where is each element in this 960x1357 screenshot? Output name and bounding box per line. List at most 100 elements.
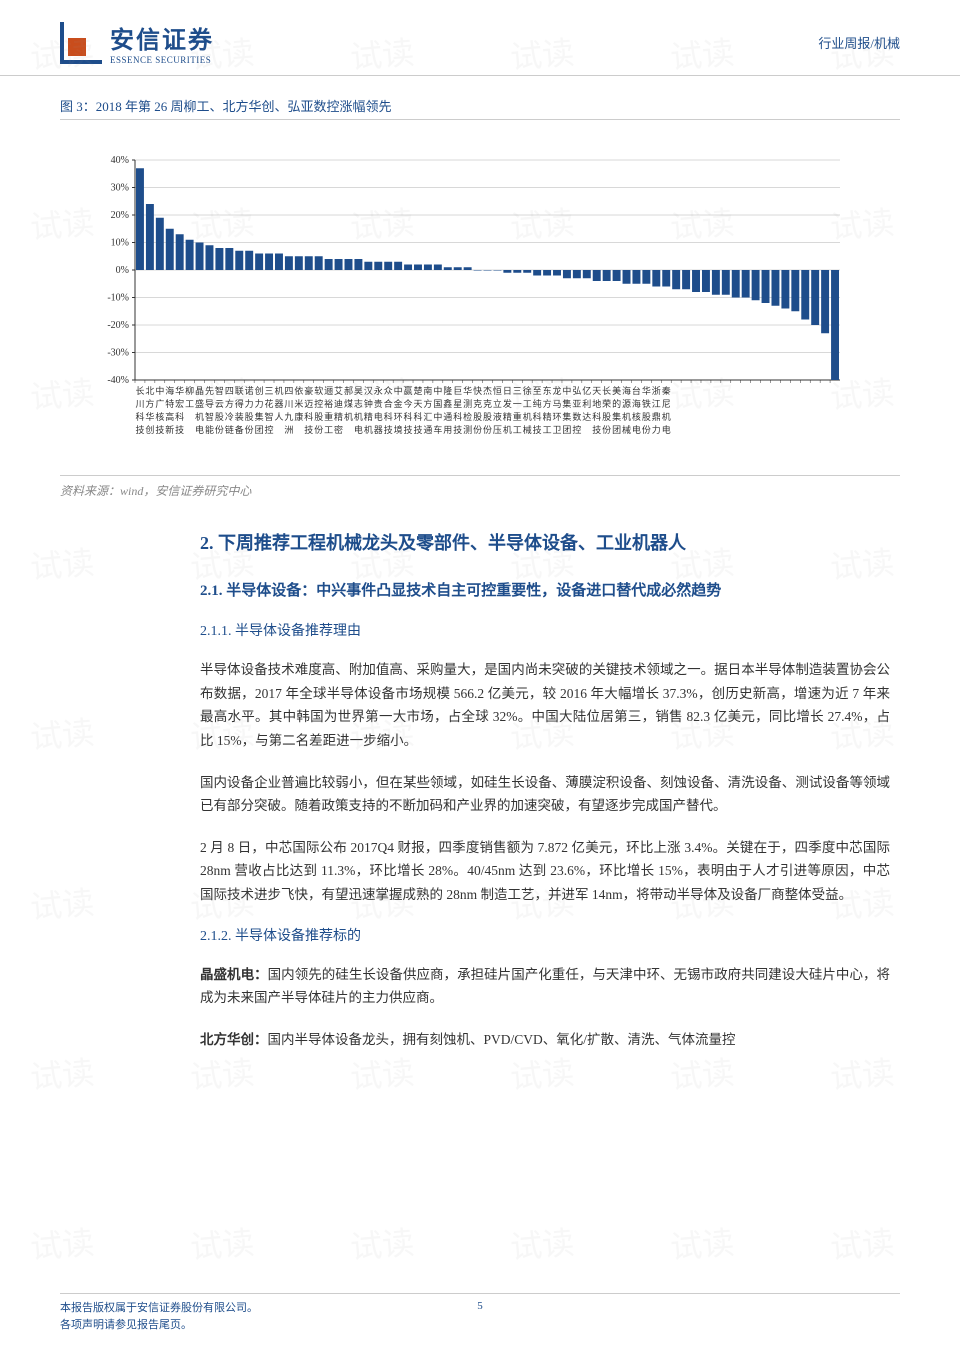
svg-text:方: 方: [543, 398, 552, 409]
svg-text:技: 技: [404, 424, 413, 435]
svg-text:电: 电: [354, 424, 363, 435]
watermark: 试读: [188, 1047, 256, 1098]
svg-text:金: 金: [394, 398, 403, 409]
svg-text:环: 环: [552, 412, 561, 422]
svg-text:精: 精: [334, 411, 343, 422]
svg-text:合: 合: [384, 398, 393, 409]
svg-text:川: 川: [135, 399, 144, 409]
svg-text:鑫: 鑫: [443, 398, 452, 409]
svg-text:械: 械: [523, 424, 532, 435]
svg-text:贵: 贵: [374, 398, 383, 409]
svg-text:车: 车: [433, 424, 442, 435]
svg-text:技: 技: [155, 424, 164, 435]
svg-text:机: 机: [523, 411, 532, 422]
svg-text:鼎: 鼎: [652, 412, 661, 422]
svg-text:台: 台: [632, 385, 641, 396]
svg-text:煤: 煤: [344, 398, 353, 409]
svg-text:精: 精: [503, 411, 512, 422]
svg-text:楚: 楚: [413, 385, 422, 396]
logo-en: ESSENCE SECURITIES: [110, 55, 214, 65]
svg-text:用: 用: [443, 425, 452, 435]
svg-text:集: 集: [562, 398, 571, 409]
svg-text:-40%: -40%: [107, 375, 129, 386]
svg-text:机: 机: [354, 411, 363, 422]
svg-text:华: 华: [642, 385, 651, 396]
svg-text:华: 华: [145, 411, 154, 422]
svg-text:工: 工: [513, 425, 522, 435]
svg-text:机: 机: [344, 411, 353, 422]
svg-text:智: 智: [215, 385, 224, 396]
logo: 安信证券 ESSENCE SECURITIES: [60, 20, 214, 65]
chart-title: 图 3：2018 年第 26 周柳工、北方华创、弘亚数控涨幅领先: [60, 96, 900, 120]
watermark: 试读: [508, 1217, 576, 1268]
svg-text:方: 方: [423, 398, 432, 409]
svg-text:发: 发: [503, 398, 512, 409]
svg-text:份: 份: [245, 424, 254, 435]
svg-text:恒: 恒: [493, 385, 502, 396]
watermark: 试读: [668, 1047, 736, 1098]
svg-text:科: 科: [413, 411, 422, 422]
bar-chart: -40%-30%-20%-10%0%10%20%30%40%长北中海华柳晶先智四…: [90, 150, 850, 455]
svg-text:永: 永: [374, 385, 383, 396]
svg-text:铁: 铁: [642, 398, 651, 409]
svg-text:科: 科: [453, 411, 462, 422]
svg-text:检: 检: [463, 411, 472, 422]
svg-text:三: 三: [265, 386, 274, 396]
svg-text:川: 川: [284, 399, 293, 409]
svg-text:长: 长: [135, 385, 144, 396]
svg-text:克: 克: [483, 399, 492, 409]
svg-text:械: 械: [622, 424, 631, 435]
svg-text:压: 压: [493, 425, 502, 435]
paragraph: 晶盛机电：国内领先的硅生长设备供应商，承担硅片国产化重任，与天津中环、无锡市政府…: [200, 963, 890, 1010]
svg-text:卫: 卫: [552, 425, 561, 435]
svg-text:迪: 迪: [334, 398, 343, 409]
svg-text:技: 技: [304, 424, 313, 435]
svg-text:科: 科: [533, 411, 542, 422]
svg-text:电: 电: [374, 411, 383, 422]
stock-name: 北方华创：: [200, 1032, 268, 1047]
svg-text:团: 团: [612, 425, 621, 435]
svg-text:达: 达: [582, 411, 591, 422]
svg-text:创: 创: [255, 385, 264, 396]
svg-text:天: 天: [413, 399, 422, 409]
svg-text:立: 立: [493, 398, 502, 409]
watermark: 试读: [668, 1217, 736, 1268]
svg-text:弘: 弘: [572, 386, 581, 396]
svg-text:昊: 昊: [354, 386, 363, 396]
svg-text:份: 份: [483, 424, 492, 435]
svg-text:汉: 汉: [364, 386, 373, 396]
svg-text:尼: 尼: [662, 399, 671, 409]
svg-text:北: 北: [145, 386, 154, 396]
watermark: 试读: [28, 1047, 96, 1098]
chart-source: 资料来源：wind，安信证券研究中心: [60, 475, 900, 499]
svg-text:工: 工: [543, 425, 552, 435]
svg-text:郝: 郝: [344, 385, 353, 396]
svg-text:科: 科: [592, 411, 601, 422]
svg-text:得: 得: [235, 398, 244, 409]
svg-text:科: 科: [304, 411, 313, 422]
svg-text:秦: 秦: [662, 385, 671, 396]
svg-text:机: 机: [622, 411, 631, 422]
svg-text:盛: 盛: [195, 398, 204, 409]
svg-text:重: 重: [513, 411, 522, 422]
svg-text:30%: 30%: [111, 183, 129, 194]
svg-text:20%: 20%: [111, 210, 129, 221]
svg-text:数: 数: [572, 411, 581, 422]
svg-text:中: 中: [562, 385, 571, 396]
section-heading-2: 2.1. 半导体设备：中兴事件凸显技术自主可控重要性，设备进口替代成必然趋势: [200, 579, 900, 600]
svg-text:方: 方: [145, 398, 154, 409]
svg-text:杰: 杰: [483, 385, 492, 396]
svg-text:集: 集: [612, 411, 621, 422]
svg-text:份: 份: [642, 424, 651, 435]
svg-text:技: 技: [592, 424, 601, 435]
svg-text:机: 机: [364, 424, 373, 435]
watermark: 试读: [28, 1217, 96, 1268]
svg-text:力: 力: [245, 398, 254, 409]
svg-text:智: 智: [265, 411, 274, 422]
svg-text:长: 长: [602, 385, 611, 396]
svg-text:团: 团: [562, 425, 571, 435]
svg-text:江: 江: [652, 399, 661, 409]
svg-text:技: 技: [384, 424, 393, 435]
svg-text:豪: 豪: [304, 385, 313, 396]
svg-text:中: 中: [394, 385, 403, 396]
